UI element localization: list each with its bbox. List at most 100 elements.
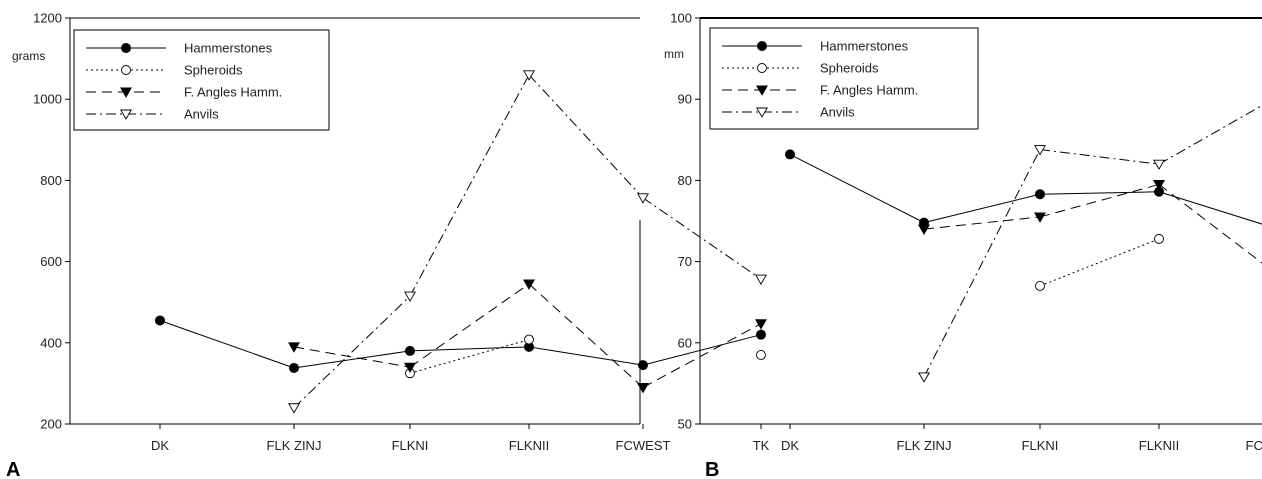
data-point [288, 403, 300, 414]
series-line-segment [409, 346, 530, 352]
legend: Hammerstones Spheroids F. Angles Hamm. Anvi… [709, 27, 979, 130]
data-point [1035, 281, 1045, 291]
data-point [155, 315, 165, 326]
data-point [289, 362, 299, 373]
x-tick-label: DK [781, 438, 799, 453]
series-line-segment [1158, 104, 1262, 165]
data-point [755, 319, 767, 330]
data-point [638, 360, 648, 371]
data-point [404, 291, 416, 303]
series-line-segment [528, 346, 644, 366]
legend-entry-label: F. Angles Hamm. [820, 83, 918, 98]
legend-marker [757, 41, 767, 51]
data-point [785, 149, 795, 160]
data-point [918, 372, 930, 383]
data-point [1154, 233, 1164, 244]
data-point [918, 224, 930, 236]
chart-panel-b: 50 60 70 80 90 100 DK FLK ZINJ FLKNI FLKNII FCWEST… [664, 11, 1262, 479]
series-line-segment [789, 153, 925, 224]
y-tick-label: 50 [678, 417, 692, 432]
legend-marker [756, 85, 768, 96]
series-line-segment [923, 193, 1041, 224]
x-tick-label: TK [753, 438, 770, 453]
series-line-segment [923, 149, 1041, 378]
series-line-segment [642, 334, 762, 366]
series-hammerstones [155, 315, 766, 373]
y-tick-label: 800 [40, 173, 62, 188]
y-tick-label: 100 [670, 11, 692, 26]
x-tick-label: FLKNII [509, 438, 549, 453]
series-line-segment [293, 350, 411, 369]
legend-marker [120, 87, 132, 98]
x-tick-label: DK [151, 438, 169, 453]
series-hammerstones [785, 149, 1262, 228]
y-tick-label: 600 [40, 254, 62, 269]
series-anvils [918, 104, 1262, 383]
series-line-segment [1039, 238, 1160, 287]
legend-marker [120, 109, 132, 120]
data-point [1153, 180, 1165, 191]
y-tick-label: 400 [40, 335, 62, 350]
series-line-segment [1039, 191, 1160, 195]
y-tick-label: 90 [678, 92, 692, 107]
legend-entry-label: Spheroids [184, 63, 243, 78]
y-tick-label: 80 [678, 173, 692, 188]
series-line-segment [1039, 149, 1160, 165]
data-point [756, 329, 766, 340]
y-axis-unit-label: mm [664, 47, 684, 61]
y-axis-unit-label: grams [12, 49, 45, 63]
series-spheroids [405, 334, 766, 379]
legend-entry-label: Hammerstones [184, 41, 273, 56]
series-line-segment [528, 74, 644, 199]
data-point [523, 279, 535, 290]
y-tick-label: 1200 [33, 11, 62, 26]
y-tick-label: 60 [678, 335, 692, 350]
series-line-segment [642, 197, 762, 280]
data-point [1153, 159, 1165, 171]
data-point [288, 342, 300, 353]
legend-box [73, 29, 330, 131]
series-line-segment [409, 283, 530, 368]
series-line-segment [293, 346, 411, 368]
chart-panel-a: 200 400 600 800 1000 1200 DK FLK ZINJ FLKNI FLKNI… [6, 11, 770, 479]
data-point [1034, 145, 1046, 156]
series-line-segment [1039, 183, 1160, 218]
data-point [404, 362, 416, 374]
series-line-segment [528, 283, 644, 388]
panel-label: B [705, 459, 719, 479]
series-line-segment [293, 295, 411, 409]
x-tick-label: FCWEST [616, 438, 671, 453]
panel-label: A [6, 459, 20, 479]
x-tick-label: FLK ZINJ [267, 438, 322, 453]
legend-marker [121, 65, 131, 75]
series-line-segment [1158, 184, 1262, 264]
data-point [756, 350, 766, 360]
legend-marker [756, 107, 768, 118]
series-line-segment [642, 323, 762, 388]
legend-marker [121, 43, 131, 53]
legend-box [709, 27, 979, 130]
legend-entry-label: Spheroids [820, 61, 879, 76]
data-point [637, 383, 649, 394]
series-line-segment [159, 319, 295, 369]
y-tick-label: 70 [678, 254, 692, 269]
legend-entry-label: Anvils [820, 105, 855, 120]
series-line-segment [409, 339, 530, 374]
legend-entry-label: Anvils [184, 107, 219, 122]
x-tick-label: FLKNII [1139, 438, 1179, 453]
x-tick-label: FCWEST [1246, 438, 1262, 453]
legend-marker [757, 63, 767, 73]
series-line-segment [923, 216, 1041, 230]
data-point [1035, 189, 1045, 200]
data-point [523, 70, 535, 81]
legend: Hammerstones Spheroids F. Angles Hamm. Anvi… [73, 29, 330, 131]
y-tick-label: 1000 [33, 92, 62, 107]
x-tick-label: FLKNI [1022, 438, 1059, 453]
series-line-segment [409, 74, 530, 297]
legend-entry-label: F. Angles Hamm. [184, 85, 282, 100]
series-line-segment [1158, 191, 1262, 225]
data-point [405, 345, 415, 356]
data-point [524, 334, 534, 345]
series-spheroids [1035, 233, 1164, 291]
